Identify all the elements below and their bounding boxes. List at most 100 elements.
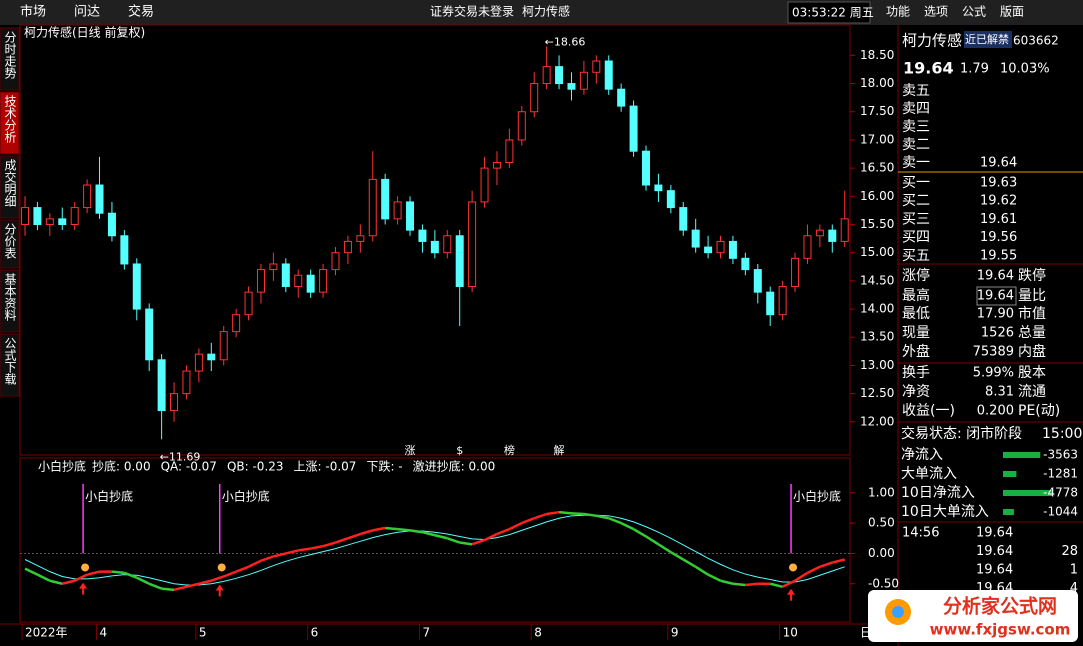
qb-line [24, 514, 845, 586]
event-mark: 榜 [504, 443, 515, 457]
clock-box [787, 1, 871, 24]
x-tick-label: 4 [100, 626, 108, 640]
trend-segment [186, 582, 200, 589]
trend-segment [335, 537, 349, 544]
side-tab[interactable]: 成交明细 [3, 159, 17, 207]
trend-segment [596, 514, 609, 520]
candle-body [791, 257, 800, 288]
stat-value: 1526 [981, 326, 1014, 341]
readout: 抄底: 0.00 [92, 459, 151, 474]
stat-value: 8.31 [985, 385, 1014, 400]
menu-item[interactable]: 市场 [20, 4, 46, 20]
candle-body [579, 71, 588, 90]
trend-segment [682, 558, 697, 568]
side-tab-bg[interactable] [0, 333, 20, 397]
trend-segment [111, 570, 125, 575]
y-tick-label: 12.00 [860, 414, 894, 428]
trend-segment [608, 517, 622, 525]
side-tab[interactable]: 公式下载 [3, 337, 17, 386]
menu-item[interactable]: 选项 [924, 5, 948, 19]
side-tab-bg[interactable] [0, 219, 20, 269]
trend-segment [657, 543, 672, 554]
candle-body [170, 393, 179, 412]
side-tab-bg[interactable] [0, 269, 20, 333]
y-tick-label: 15.50 [860, 217, 894, 231]
badge-bg [964, 31, 1012, 48]
side-tab[interactable]: 分时走势 [3, 31, 17, 79]
trend-segment [645, 535, 660, 546]
menu-item[interactable]: 交易 [128, 4, 154, 20]
candle-body [604, 60, 613, 90]
side-tab[interactable]: 基本资料 [3, 273, 17, 321]
flow-value: -3563 [1043, 448, 1078, 462]
candle-body [642, 150, 650, 186]
last-price: 19.64 [903, 59, 954, 78]
menu-item[interactable]: 功能 [886, 5, 910, 19]
trend-segment [322, 541, 336, 548]
side-tab[interactable]: 技术分析 [3, 95, 17, 144]
y-tick-label: 0.00 [868, 546, 895, 560]
y-tick-label: 17.00 [860, 132, 894, 146]
stock-code: 603662 [1013, 34, 1059, 48]
menu-item[interactable]: 问达 [74, 5, 100, 20]
trend-segment [310, 544, 324, 550]
candle-body [58, 218, 67, 225]
menu-item[interactable]: 公式 [962, 5, 986, 19]
candle-body [492, 161, 501, 169]
trend-segment [521, 517, 535, 525]
login-status: 证券交易未登录 [430, 4, 514, 19]
trend-segment [385, 526, 398, 531]
trend-segment [273, 552, 287, 558]
candle-body [406, 201, 415, 231]
trend-segment [769, 582, 783, 589]
trend-segment [707, 573, 722, 582]
side-tab[interactable]: 分价表 [3, 223, 17, 259]
trend-segment [732, 582, 746, 587]
trend-segment [409, 529, 423, 534]
stat-label: 最低 [902, 306, 930, 322]
stat-label: 流通 [1018, 384, 1046, 400]
candle-body [716, 240, 725, 254]
bid-label: 买三 [902, 211, 930, 227]
menu-item[interactable]: 版面 [1000, 5, 1024, 19]
trend-segment [782, 579, 796, 588]
side-tab-bg[interactable] [0, 91, 20, 155]
candle-body [704, 246, 713, 254]
bid-price: 19.63 [980, 176, 1017, 191]
stat-label: 涨停 [902, 267, 930, 284]
stat-label: 股本 [1018, 365, 1046, 381]
candle-body [45, 218, 54, 225]
ask-label: 卖四 [902, 101, 930, 117]
candle-body [629, 105, 638, 152]
flow-label: 10日净流入 [901, 485, 975, 501]
trend-segment [49, 579, 63, 585]
tick-time: 14:56 [902, 526, 939, 541]
change-pct: 10.03% [1000, 62, 1050, 77]
trend-segment [806, 565, 821, 574]
side-tab-bg[interactable] [0, 155, 20, 219]
candle-body [654, 184, 663, 192]
trend-segment [86, 570, 100, 576]
indicator-frame [19, 457, 851, 623]
tick-price: 19.64 [976, 544, 1013, 559]
trend-segment [533, 512, 548, 520]
logo-bg [868, 590, 1078, 642]
side-tab-bg[interactable] [0, 27, 20, 91]
flow-bar [1003, 471, 1017, 477]
trend-segment [434, 534, 448, 540]
candle-body [815, 229, 824, 237]
stat-label: 市值 [1018, 305, 1046, 322]
x-tick-label: 8 [534, 626, 542, 640]
readout: 下跌: - [366, 459, 402, 474]
flow-label: 10日大单流入 [901, 504, 989, 520]
ask-label: 卖二 [902, 137, 930, 153]
stock-name: 柯力传感 [902, 32, 962, 50]
y-tick-label: 1.00 [868, 485, 895, 499]
readout: 上涨: -0.07 [294, 459, 357, 474]
trend-segment [36, 573, 51, 582]
y-tick-label: 0.50 [868, 516, 895, 530]
bid-label: 买五 [902, 248, 930, 264]
bid-label: 买一 [902, 175, 930, 191]
flow-bar [1003, 509, 1014, 515]
logo-url: www.fxjgsw.com [930, 621, 1071, 639]
